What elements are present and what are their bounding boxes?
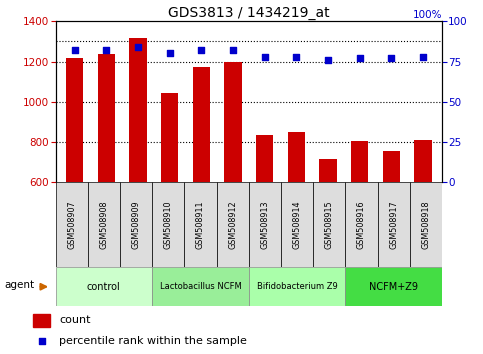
Text: GSM508916: GSM508916	[357, 200, 366, 249]
Point	[387, 56, 395, 61]
Text: count: count	[59, 315, 90, 325]
Bar	[193, 67, 210, 182]
Text: Bifidobacterium Z9: Bifidobacterium Z9	[256, 282, 338, 291]
Text: GSM508912: GSM508912	[228, 200, 237, 249]
Point	[102, 47, 110, 53]
Bar	[249, 182, 281, 267]
Text: GSM508910: GSM508910	[164, 200, 173, 249]
Point	[166, 51, 173, 56]
Text: Lactobacillus NCFM: Lactobacillus NCFM	[159, 282, 242, 291]
Bar	[129, 38, 147, 182]
Point	[229, 47, 237, 53]
Point	[38, 338, 45, 344]
Bar	[224, 62, 242, 182]
Point	[261, 54, 269, 59]
Text: percentile rank within the sample: percentile rank within the sample	[59, 336, 247, 346]
Bar	[410, 182, 442, 267]
Text: GSM508911: GSM508911	[196, 200, 205, 249]
Point	[198, 47, 205, 53]
Point	[356, 56, 364, 61]
Text: GSM508909: GSM508909	[131, 200, 141, 249]
Text: GSM508914: GSM508914	[293, 200, 301, 249]
Bar	[383, 151, 400, 182]
Text: 100%: 100%	[412, 10, 442, 19]
Bar	[216, 182, 249, 267]
Text: GSM508915: GSM508915	[325, 200, 334, 249]
Bar	[66, 58, 83, 182]
Bar	[287, 132, 305, 182]
Bar	[98, 55, 115, 182]
Bar	[345, 267, 442, 306]
Text: GSM508913: GSM508913	[260, 200, 270, 249]
Text: GSM508907: GSM508907	[67, 200, 76, 249]
Text: control: control	[87, 282, 121, 292]
Text: agent: agent	[4, 280, 35, 290]
Bar	[378, 182, 410, 267]
Point	[324, 57, 332, 63]
Title: GDS3813 / 1434219_at: GDS3813 / 1434219_at	[168, 6, 329, 20]
Bar	[56, 267, 152, 306]
Bar	[88, 182, 120, 267]
Bar	[152, 182, 185, 267]
Bar	[313, 182, 345, 267]
Bar	[281, 182, 313, 267]
Point	[419, 54, 427, 59]
Point	[71, 47, 78, 53]
Bar	[351, 141, 369, 182]
Text: GSM508917: GSM508917	[389, 200, 398, 249]
Bar	[152, 267, 249, 306]
Bar	[256, 135, 273, 182]
Bar	[33, 314, 50, 327]
Point	[134, 44, 142, 50]
Bar	[249, 267, 345, 306]
Bar	[345, 182, 378, 267]
Bar	[120, 182, 152, 267]
Bar	[185, 182, 216, 267]
Point	[292, 54, 300, 59]
Bar	[56, 182, 88, 267]
Bar	[161, 93, 178, 182]
Text: NCFM+Z9: NCFM+Z9	[369, 282, 418, 292]
Bar	[319, 159, 337, 182]
Bar	[414, 140, 432, 182]
Text: GSM508918: GSM508918	[421, 200, 430, 249]
Text: GSM508908: GSM508908	[99, 200, 108, 249]
